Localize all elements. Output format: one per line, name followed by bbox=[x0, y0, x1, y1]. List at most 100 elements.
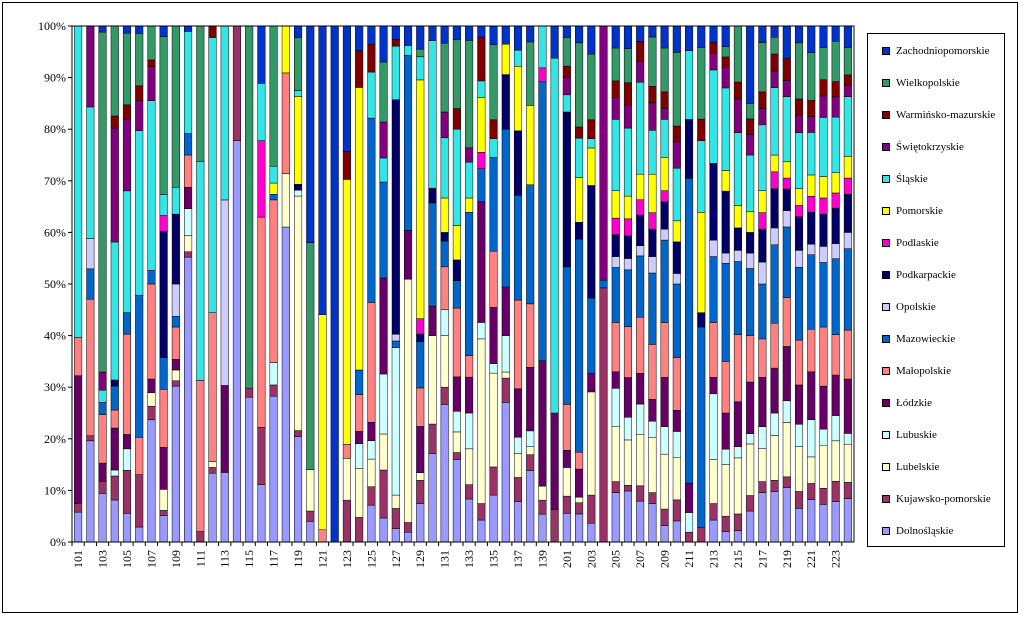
bar-segment bbox=[770, 323, 779, 369]
bar-segment bbox=[697, 527, 706, 543]
bar-segment bbox=[672, 520, 681, 543]
x-tick-label: 113 bbox=[218, 550, 232, 568]
bar-segment bbox=[843, 248, 852, 331]
legend-swatch bbox=[882, 495, 890, 503]
bar-segment bbox=[465, 484, 474, 500]
bar-segment bbox=[122, 448, 132, 471]
bar-segment bbox=[562, 495, 571, 514]
bar-segment bbox=[208, 467, 217, 474]
bar-segment bbox=[587, 25, 596, 55]
bar-segment bbox=[440, 404, 449, 543]
legend-item-podkarpackie: Podkarpackie bbox=[882, 267, 956, 283]
bar-segment bbox=[831, 440, 840, 482]
bar-segment bbox=[294, 37, 303, 91]
bar-segment bbox=[122, 118, 132, 192]
bar-segment bbox=[513, 25, 523, 51]
bar-segment bbox=[110, 25, 119, 117]
bar-segment bbox=[758, 42, 767, 93]
bar-segment bbox=[86, 298, 95, 437]
x-tick-label: 121 bbox=[315, 550, 329, 568]
bar-segment bbox=[135, 294, 144, 438]
bar-segment bbox=[807, 243, 816, 255]
bar-segment bbox=[208, 472, 217, 543]
bar-segment bbox=[807, 100, 816, 117]
bar-segment bbox=[171, 213, 180, 285]
bar-segment bbox=[770, 480, 779, 492]
bar-segment bbox=[257, 484, 266, 543]
bar-segment bbox=[758, 338, 767, 378]
bar-segment bbox=[746, 25, 755, 104]
bar-segment bbox=[733, 401, 742, 447]
bar-segment bbox=[440, 137, 449, 199]
bar-segment bbox=[807, 456, 816, 484]
bar-segment bbox=[819, 176, 828, 199]
bar-segment bbox=[685, 50, 694, 120]
bar-segment bbox=[465, 376, 474, 414]
bar-segment bbox=[135, 474, 144, 528]
bar-segment bbox=[685, 119, 694, 179]
bar-segment bbox=[819, 213, 828, 247]
bar-segment bbox=[733, 205, 742, 229]
bar-segment bbox=[196, 25, 205, 162]
bar-segment bbox=[819, 25, 828, 48]
bar-segment bbox=[782, 476, 791, 488]
bar-segment bbox=[86, 106, 95, 239]
bar-segment bbox=[746, 443, 755, 496]
bar-segment bbox=[86, 268, 95, 300]
bar-segment bbox=[294, 189, 303, 197]
legend-swatch bbox=[882, 399, 890, 407]
bar-segment bbox=[98, 402, 107, 415]
bar-segment bbox=[538, 360, 547, 487]
bar-segment bbox=[575, 513, 584, 543]
bar-segment bbox=[819, 428, 828, 446]
bar-segment bbox=[685, 178, 694, 484]
bar-segment bbox=[807, 371, 816, 420]
bar-segment bbox=[770, 154, 779, 173]
bar-segment bbox=[416, 79, 425, 319]
bar-segment bbox=[232, 140, 241, 543]
y-tick-label: 90% bbox=[44, 71, 66, 85]
bar-segment bbox=[636, 316, 645, 374]
bar-segment bbox=[562, 404, 571, 451]
bar-segment bbox=[74, 375, 83, 504]
bar-segment bbox=[452, 411, 461, 433]
bar-segment bbox=[379, 157, 388, 183]
bar-segment bbox=[843, 498, 852, 543]
bar-segment bbox=[220, 25, 229, 201]
bar-segment bbox=[636, 403, 645, 435]
bar-segment bbox=[648, 399, 657, 422]
bar-segment bbox=[501, 286, 510, 336]
bar-segment bbox=[135, 130, 144, 296]
bar-segment bbox=[489, 466, 498, 496]
bar-segment bbox=[587, 147, 596, 186]
bar-segment bbox=[709, 25, 718, 43]
bar-segment bbox=[428, 25, 437, 41]
legend-label: Pomorskie bbox=[896, 205, 944, 217]
bar-segment bbox=[648, 173, 657, 213]
legend-item-lubuskie: Lubuskie bbox=[882, 427, 937, 443]
bar-segment bbox=[245, 25, 254, 389]
bar-segment bbox=[477, 338, 486, 504]
bar-segment bbox=[122, 104, 132, 120]
bar-segment bbox=[843, 194, 852, 233]
bar-segment bbox=[538, 499, 547, 515]
bar-segment bbox=[575, 468, 584, 498]
bar-segment bbox=[147, 270, 156, 285]
legend-label: Podkarpackie bbox=[896, 269, 956, 281]
bar-segment bbox=[721, 361, 730, 414]
bar-segment bbox=[660, 453, 669, 510]
bar-segment bbox=[758, 377, 767, 427]
bar-segment bbox=[403, 45, 413, 56]
bar-segment bbox=[513, 436, 523, 454]
bar-segment bbox=[379, 277, 388, 375]
bar-segment bbox=[122, 470, 132, 514]
bar-segment bbox=[122, 312, 132, 335]
bar-segment bbox=[110, 115, 119, 129]
bar-segment bbox=[733, 81, 742, 100]
bar-segment bbox=[733, 250, 742, 262]
bar-segment bbox=[550, 58, 559, 414]
bar-segment bbox=[306, 510, 315, 522]
bar-segment bbox=[575, 238, 584, 453]
bar-segment bbox=[611, 97, 620, 120]
